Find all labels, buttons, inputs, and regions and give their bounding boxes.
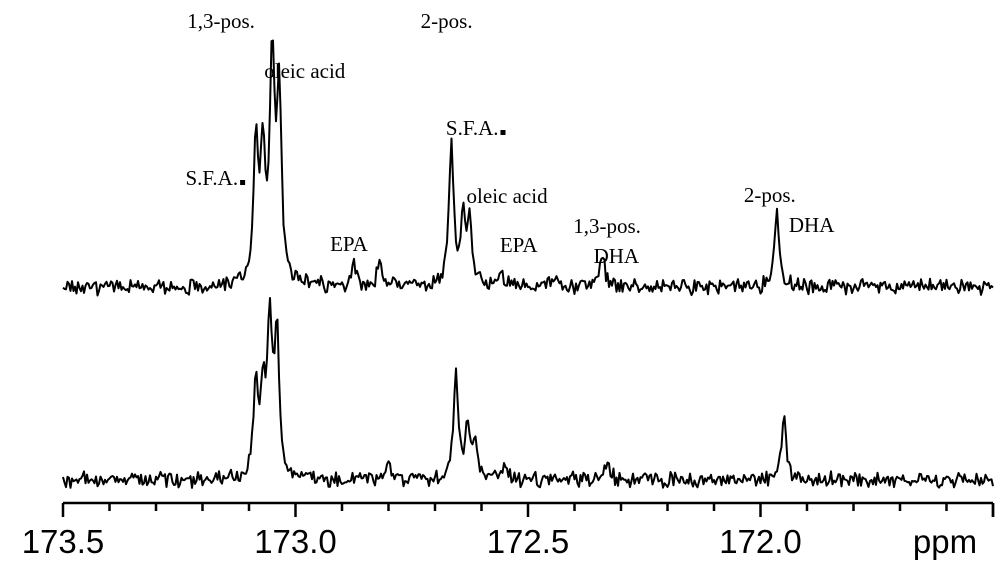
- x-axis-label: ppm: [913, 523, 977, 560]
- spectrum-trace-1: [62, 39, 994, 297]
- label-dot-mark: [240, 180, 246, 185]
- label-dot-mark: [500, 130, 506, 135]
- x-axis: 173.5 173.0 172.5 172.0 ppm: [22, 501, 995, 560]
- tick-label: 173.5: [22, 523, 105, 560]
- spectra-traces: [62, 39, 994, 489]
- peak-label: oleic acid: [467, 184, 549, 208]
- peak-label: 1,3-pos.: [187, 9, 255, 33]
- tick-label: 173.0: [254, 523, 337, 560]
- peak-label: oleic acid: [264, 59, 346, 83]
- spectrum-trace-2: [62, 297, 994, 489]
- peak-label: DHA: [594, 244, 640, 268]
- peak-annotations: 1,3-pos. oleic acid S.F.A. EPA 2-pos. S.F.A. o…: [186, 9, 836, 268]
- peak-label: 2-pos.: [744, 183, 796, 207]
- peak-label: S.F.A.: [186, 166, 239, 190]
- peak-label: 1,3-pos.: [573, 214, 641, 238]
- tick-label: 172.0: [719, 523, 802, 560]
- peak-label: EPA: [500, 233, 539, 257]
- peak-label: 2-pos.: [421, 9, 473, 33]
- tick-label: 172.5: [487, 523, 570, 560]
- peak-label: EPA: [330, 232, 369, 256]
- peak-label: S.F.A.: [446, 116, 499, 140]
- peak-label: DHA: [789, 213, 835, 237]
